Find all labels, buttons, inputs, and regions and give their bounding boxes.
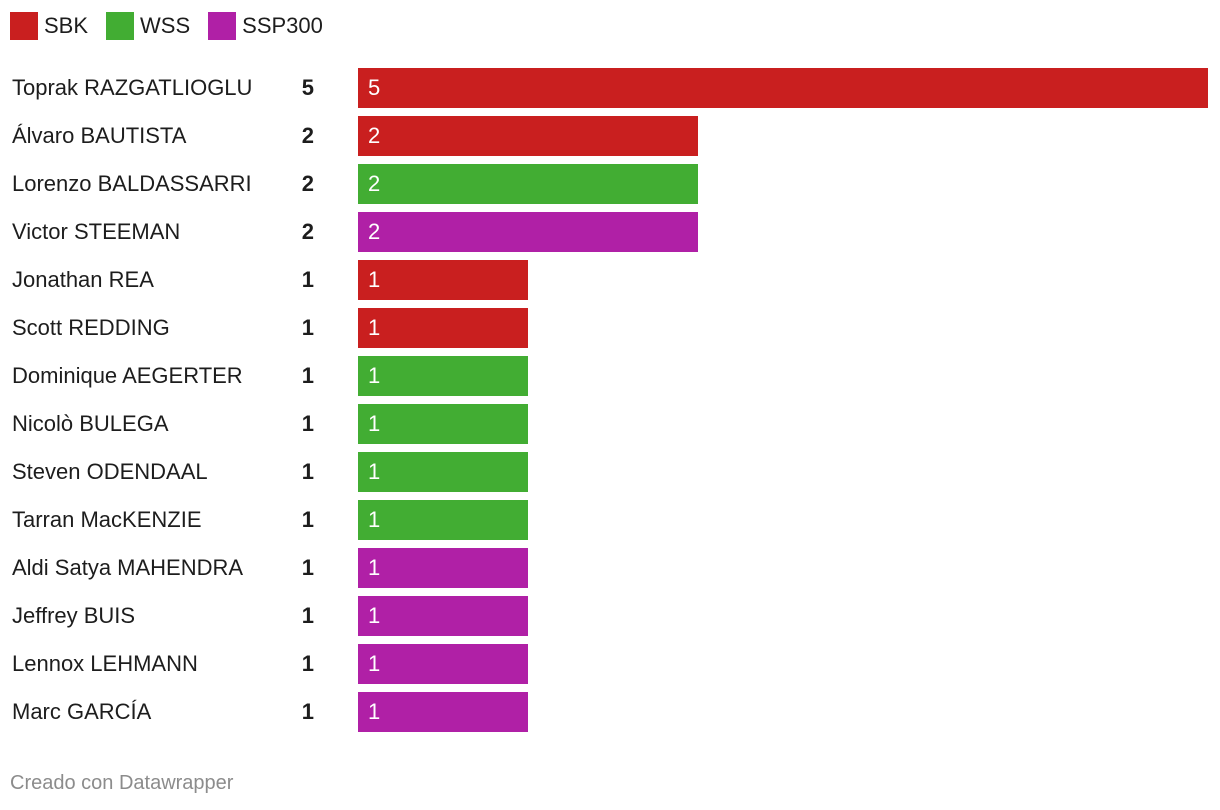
rider-name: Victor STEEMAN (12, 219, 181, 244)
rider-name: Lorenzo BALDASSARRI (12, 171, 252, 196)
chart-row: Marc GARCÍA 1 1 (0, 692, 1220, 740)
rider-total: 2 (301, 123, 314, 148)
bar-value-label: 2 (368, 123, 381, 148)
bar-value-label: 1 (368, 603, 381, 628)
bar-wss: 2 (358, 164, 698, 204)
chart-row: Aldi Satya MAHENDRA 1 1 (0, 548, 1220, 596)
bar-value-label: 2 (368, 219, 381, 244)
bar-ssp300: 2 (358, 212, 698, 252)
bar-sbk: 1 (358, 308, 528, 348)
chart-row: Dominique AEGERTER 1 1 (0, 356, 1220, 404)
rider-name: Dominique AEGERTER (12, 363, 243, 388)
rider-total: 1 (301, 411, 314, 436)
bar-sbk: 1 (358, 260, 528, 300)
bar-wss: 1 (358, 404, 528, 444)
rider-total: 5 (301, 75, 314, 100)
chart-row: Toprak RAZGATLIOGLU 5 5 (0, 68, 1220, 116)
bar-sbk: 5 (358, 68, 1208, 108)
bar-ssp300: 1 (358, 596, 528, 636)
bar-value-label: 1 (368, 315, 381, 340)
chart-row: Nicolò BULEGA 1 1 (0, 404, 1220, 452)
bar-value-label: 1 (368, 459, 381, 484)
legend-item-wss: WSS (106, 12, 190, 40)
rider-name: Steven ODENDAAL (12, 459, 208, 484)
legend-swatch (208, 12, 237, 40)
rider-total: 1 (301, 363, 314, 388)
rider-total: 1 (301, 267, 314, 292)
legend-swatch (10, 12, 38, 40)
rider-total: 1 (301, 555, 314, 580)
rider-name: Jonathan REA (12, 267, 154, 292)
rider-total: 2 (301, 171, 314, 196)
legend-swatch (106, 12, 135, 40)
rider-total: 1 (301, 603, 314, 628)
rider-name: Lennox LEHMANN (12, 651, 198, 676)
rider-name: Marc GARCÍA (12, 699, 152, 724)
chart-row: Lennox LEHMANN 1 1 (0, 644, 1220, 692)
chart-row: Scott REDDING 1 1 (0, 308, 1220, 356)
rider-total: 1 (301, 507, 314, 532)
bar-value-label: 1 (368, 507, 381, 532)
legend-label: SSP300 (242, 13, 323, 38)
chart-row: Jeffrey BUIS 1 1 (0, 596, 1220, 644)
legend-item-sbk: SBK (10, 12, 88, 40)
bar-value-label: 1 (368, 651, 381, 676)
rider-total: 1 (301, 315, 314, 340)
chart-row: Victor STEEMAN 2 2 (0, 212, 1220, 260)
bar-wss: 1 (358, 356, 528, 396)
rider-name: Álvaro BAUTISTA (12, 123, 187, 148)
bar-value-label: 5 (368, 75, 381, 100)
bar-value-label: 1 (368, 699, 381, 724)
legend: SBK WSS SSP300 (10, 10, 341, 42)
bar-ssp300: 1 (358, 692, 528, 732)
rider-total: 1 (301, 699, 314, 724)
legend-label: WSS (140, 13, 191, 38)
bar-value-label: 1 (368, 267, 381, 292)
rider-name: Jeffrey BUIS (12, 603, 136, 628)
bar-chart: Toprak RAZGATLIOGLU 5 5 Álvaro BAUTISTA 2 2 Lo… (0, 68, 1220, 740)
legend-item-ssp300: SSP300 (208, 12, 323, 40)
bar-sbk: 2 (358, 116, 698, 156)
rider-name: Tarran MacKENZIE (12, 507, 202, 532)
chart-row: Lorenzo BALDASSARRI 2 2 (0, 164, 1220, 212)
rider-name: Scott REDDING (12, 315, 170, 340)
bar-value-label: 1 (368, 363, 381, 388)
bar-value-label: 1 (368, 411, 381, 436)
rider-name: Nicolò BULEGA (12, 411, 169, 436)
chart-row: Jonathan REA 1 1 (0, 260, 1220, 308)
chart-row: Álvaro BAUTISTA 2 2 (0, 116, 1220, 164)
chart-row: Steven ODENDAAL 1 1 (0, 452, 1220, 500)
rider-total: 1 (301, 459, 314, 484)
bar-value-label: 1 (368, 555, 381, 580)
rider-total: 2 (301, 219, 314, 244)
rider-name: Toprak RAZGATLIOGLU (12, 75, 253, 100)
rider-name: Aldi Satya MAHENDRA (12, 555, 244, 580)
rider-total: 1 (301, 651, 314, 676)
bar-wss: 1 (358, 500, 528, 540)
bar-ssp300: 1 (358, 644, 528, 684)
bar-wss: 1 (358, 452, 528, 492)
footer-credit: Creado con Datawrapper (10, 772, 234, 794)
chart-row: Tarran MacKENZIE 1 1 (0, 500, 1220, 548)
bar-value-label: 2 (368, 171, 381, 196)
legend-label: SBK (44, 13, 89, 38)
bar-ssp300: 1 (358, 548, 528, 588)
